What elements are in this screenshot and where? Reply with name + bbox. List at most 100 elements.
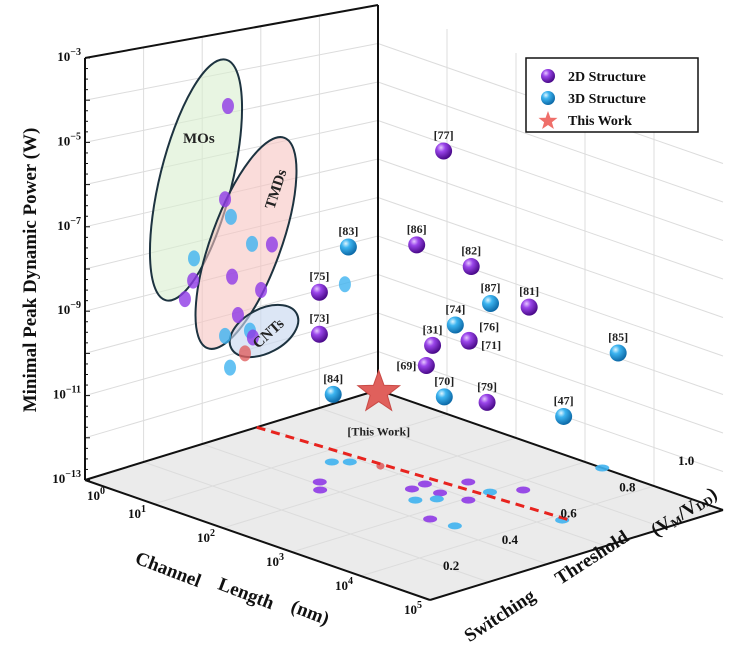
gridline bbox=[377, 312, 724, 434]
data-point-3d bbox=[609, 344, 627, 362]
frame-edge bbox=[84, 4, 379, 59]
point-label: [85] bbox=[608, 330, 628, 344]
point-label: [31] bbox=[423, 322, 443, 336]
z-tick-label: 10−7 bbox=[57, 216, 81, 233]
floor-projection-marker bbox=[595, 464, 610, 472]
wall-projection-marker bbox=[224, 359, 237, 376]
wall-projection-marker bbox=[221, 98, 234, 115]
data-point-2d bbox=[435, 142, 453, 160]
wall-projection-marker bbox=[224, 208, 237, 225]
floor-projection-marker bbox=[417, 480, 432, 488]
x-axis-title-word: (nm) bbox=[288, 596, 332, 630]
point-label: [47] bbox=[554, 393, 574, 407]
gridline bbox=[291, 461, 586, 553]
y-tick-label: 0.6 bbox=[561, 506, 578, 521]
legend-3d-label: 3D Structure bbox=[568, 92, 646, 107]
floor-projection-marker bbox=[408, 496, 423, 504]
gridline bbox=[377, 235, 724, 357]
wall-projection-marker bbox=[255, 281, 268, 298]
data-point-2d bbox=[462, 258, 480, 276]
this-work-star-icon bbox=[356, 369, 402, 412]
floor-projection-marker bbox=[516, 486, 531, 494]
x-tick-label: 101 bbox=[128, 504, 146, 521]
data-point-2d bbox=[520, 298, 538, 316]
gridline bbox=[319, 407, 665, 529]
floor-projection-marker bbox=[461, 496, 476, 504]
gridline bbox=[377, 158, 724, 280]
wall-projection-marker bbox=[219, 191, 232, 208]
data-point-2d bbox=[408, 236, 426, 254]
point-label: [83] bbox=[338, 224, 358, 238]
z-tick-label: 10−13 bbox=[52, 469, 81, 486]
gridline bbox=[377, 351, 724, 472]
floor-projection-marker bbox=[433, 489, 448, 497]
floor-projection-marker bbox=[447, 522, 462, 530]
point-label: [87] bbox=[481, 280, 501, 294]
x-tick-label: 105 bbox=[404, 600, 422, 617]
wall-projection-marker bbox=[187, 250, 200, 267]
z-tick-label: 10−9 bbox=[57, 300, 81, 317]
floor-projection-marker bbox=[423, 515, 438, 523]
gridline bbox=[377, 274, 724, 395]
dashed-line bbox=[256, 425, 571, 522]
legend-3d-marker bbox=[541, 91, 555, 105]
point-label: [79] bbox=[477, 379, 497, 393]
gridline bbox=[84, 312, 379, 397]
point-label: [76] bbox=[479, 319, 499, 333]
y-tick-label: 1.0 bbox=[678, 453, 694, 468]
wall-projection-marker bbox=[246, 235, 259, 252]
gridline bbox=[143, 461, 489, 583]
legend-2d-label: 2D Structure bbox=[568, 70, 646, 85]
x-tick-label: 100 bbox=[87, 486, 105, 503]
wall-projection-marker bbox=[187, 272, 200, 289]
x-tick-label: 104 bbox=[335, 576, 353, 593]
floor-projection-marker bbox=[342, 458, 357, 466]
data-point-2d bbox=[310, 283, 328, 301]
point-label: [84] bbox=[323, 371, 343, 385]
gridline bbox=[360, 485, 655, 577]
gridline bbox=[377, 197, 724, 318]
point-label: [81] bbox=[519, 284, 539, 298]
z-tick-label: 10−11 bbox=[53, 385, 81, 402]
projection-markers bbox=[312, 458, 610, 530]
point-label: [86] bbox=[407, 222, 427, 236]
floor-projection-marker bbox=[461, 478, 476, 486]
legend-star-icon bbox=[538, 111, 558, 129]
frame-edge bbox=[84, 389, 379, 481]
gridline bbox=[202, 443, 548, 565]
wall-projection-marker bbox=[178, 291, 191, 308]
data-point-3d bbox=[446, 316, 464, 334]
z-axis-title: Minimal Peak Dynamic Power (W) bbox=[20, 128, 41, 413]
legend: 2D Structure 3D Structure This Work bbox=[525, 57, 699, 133]
mos-group-label: MOs bbox=[183, 131, 215, 147]
wall-projection-marker bbox=[231, 307, 244, 324]
y-tick-label: 0.2 bbox=[443, 558, 459, 573]
wall-projection-marker bbox=[246, 329, 259, 346]
point-label: [77] bbox=[434, 128, 454, 142]
point-label: [82] bbox=[461, 244, 481, 258]
data-point-2d bbox=[460, 332, 478, 350]
gridline bbox=[222, 437, 517, 529]
this-work-label: [This Work] bbox=[347, 425, 410, 439]
x-axis-line bbox=[84, 479, 431, 601]
point-label: [71] bbox=[481, 338, 501, 352]
y-axis-title-word: Switching bbox=[461, 585, 540, 647]
data-point-3d bbox=[555, 407, 573, 425]
floor-projection-marker bbox=[324, 458, 339, 466]
legend-2d-marker bbox=[541, 69, 555, 83]
gridline bbox=[377, 81, 724, 203]
x-axis-title-word: Length bbox=[215, 574, 277, 615]
wall-projection-marker bbox=[338, 276, 351, 293]
legend-this-work-label: This Work bbox=[568, 114, 632, 129]
data-point-2d bbox=[417, 357, 435, 375]
floor-plane bbox=[85, 390, 723, 600]
data-point-3d bbox=[339, 238, 357, 256]
wall-projection-marker bbox=[265, 236, 278, 253]
y-tick-label: 0.4 bbox=[502, 532, 519, 547]
point-label: [75] bbox=[309, 269, 329, 283]
gridline bbox=[377, 120, 724, 241]
tmds-group-ellipse bbox=[194, 136, 298, 350]
floor-projection-marker bbox=[482, 488, 497, 496]
wall-projection-marker bbox=[219, 327, 232, 344]
floor-projection-marker bbox=[429, 495, 444, 503]
